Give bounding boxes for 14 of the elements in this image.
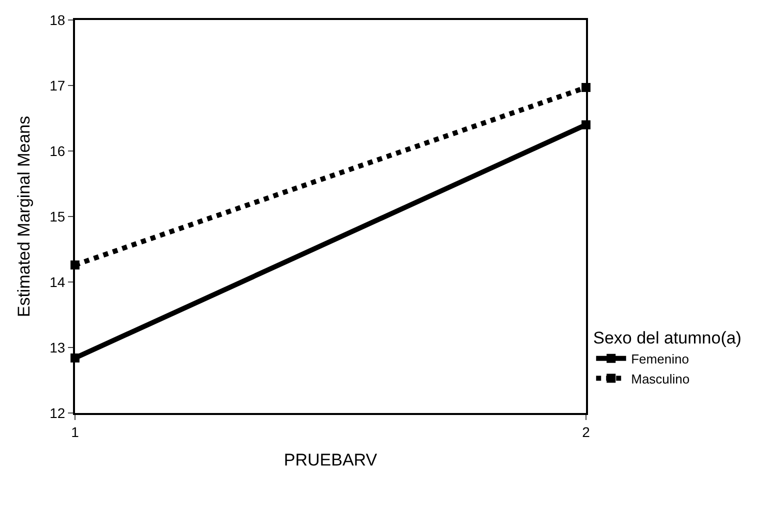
legend-label: Femenino: [631, 351, 689, 366]
legend-title: Sexo del atumno(a): [593, 328, 742, 348]
y-tick-label: 12: [50, 404, 66, 421]
y-axis-title: Estimated Marginal Means: [14, 116, 34, 318]
y-tick-label: 14: [50, 274, 66, 290]
y-tick-label: 17: [50, 77, 66, 94]
x-tick-label: 1: [71, 424, 80, 440]
y-tick-label: 18: [50, 12, 66, 28]
x-axis-title: PRUEBARV: [284, 450, 378, 470]
y-tick-label: 13: [50, 339, 66, 356]
y-tick-label: 15: [50, 208, 66, 224]
y-tick-label: 16: [50, 142, 66, 159]
x-tick-label: 2: [582, 424, 590, 440]
legend-label: Masculino: [631, 371, 690, 386]
